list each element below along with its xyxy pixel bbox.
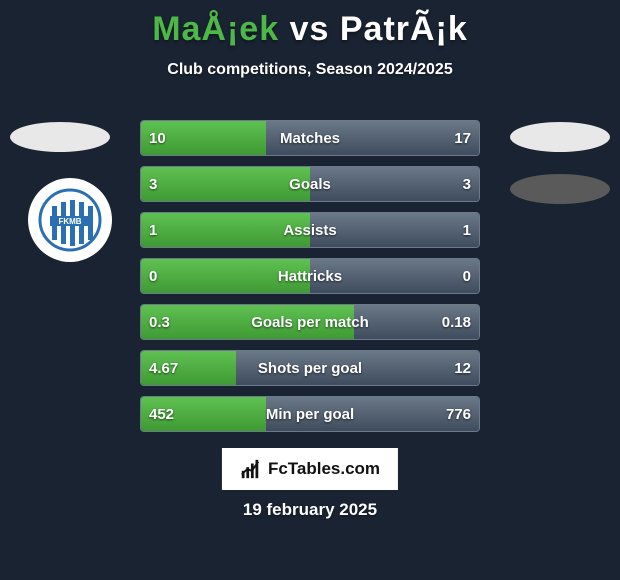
stat-label: Matches <box>141 121 479 155</box>
stat-label: Assists <box>141 213 479 247</box>
title-player1: MaÅ¡ek <box>152 10 279 48</box>
player2-avatar-placeholder <box>510 122 610 152</box>
svg-text:FKMB: FKMB <box>58 217 81 226</box>
stat-label: Shots per goal <box>141 351 479 385</box>
stat-row: 1017Matches <box>140 120 480 156</box>
chart-icon <box>240 458 262 480</box>
stat-row: 452776Min per goal <box>140 396 480 432</box>
stat-row: 11Assists <box>140 212 480 248</box>
player1-avatar-placeholder <box>10 122 110 152</box>
footer-date: 19 february 2025 <box>0 500 620 520</box>
club-badge-icon: FKMB <box>38 188 102 252</box>
title-player2: PatrÃ¡k <box>340 10 468 48</box>
stat-label: Goals <box>141 167 479 201</box>
stat-label: Goals per match <box>141 305 479 339</box>
brand-text: FcTables.com <box>268 459 380 479</box>
stat-label: Min per goal <box>141 397 479 431</box>
stat-row: 4.6712Shots per goal <box>140 350 480 386</box>
stat-row: 00Hattricks <box>140 258 480 294</box>
brand-box: FcTables.com <box>222 448 398 490</box>
stats-container: 1017Matches 33Goals 11Assists 00Hattricks 0.… <box>140 120 480 442</box>
page-title: MaÅ¡ek vs PatrÃ¡k <box>0 0 620 49</box>
stat-label: Hattricks <box>141 259 479 293</box>
subtitle: Club competitions, Season 2024/2025 <box>0 61 620 79</box>
player1-club-badge: FKMB <box>28 178 112 262</box>
title-vs: vs <box>290 10 330 48</box>
player2-club-placeholder <box>510 174 610 204</box>
stat-row: 33Goals <box>140 166 480 202</box>
stat-row: 0.30.18Goals per match <box>140 304 480 340</box>
